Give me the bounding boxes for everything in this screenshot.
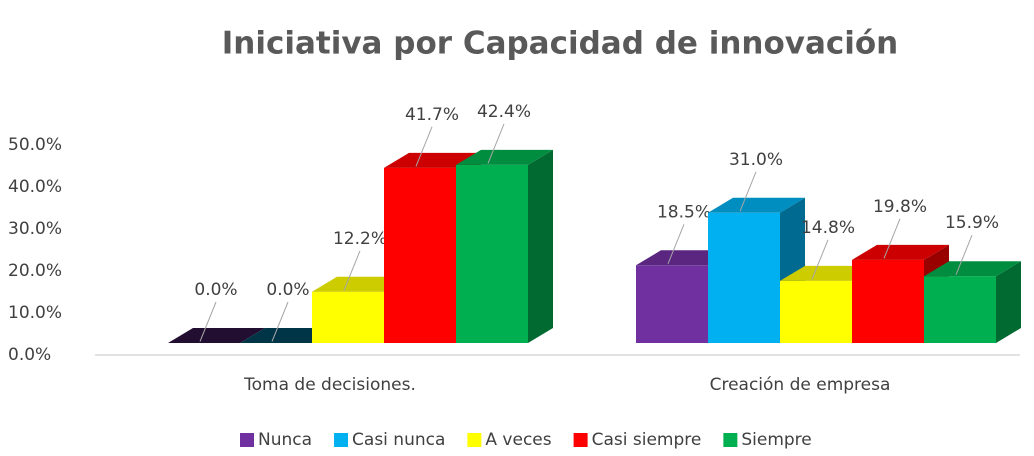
- data-label: 42.4%: [477, 102, 531, 122]
- bar-front: [780, 280, 852, 343]
- data-label: 0.0%: [194, 280, 237, 300]
- data-label: 31.0%: [729, 150, 783, 170]
- leader-line: [883, 218, 901, 259]
- legend-label: Casi nunca: [352, 430, 445, 450]
- leader-line: [199, 301, 217, 342]
- bar-top: [456, 149, 553, 165]
- legend-label: A veces: [485, 430, 551, 450]
- y-tick-label: 40.0%: [8, 177, 62, 197]
- bar-top: [384, 152, 481, 168]
- y-tick-label: 0.0%: [8, 345, 51, 365]
- bar-side: [528, 149, 553, 343]
- leader-line: [271, 301, 289, 342]
- x-tick-label: Creación de empresa: [710, 375, 891, 395]
- legend-label: Siempre: [741, 430, 811, 450]
- legend-swatch: [334, 433, 349, 447]
- bar-front: [312, 291, 384, 343]
- data-label: 19.8%: [873, 197, 927, 217]
- leader-line: [739, 171, 757, 212]
- data-label: 15.9%: [945, 213, 999, 233]
- bar-top: [852, 244, 949, 260]
- bar-top: [168, 328, 265, 343]
- bar-front: [384, 167, 456, 343]
- x-tick-label: Toma de decisiones.: [243, 375, 416, 395]
- bar-front: [636, 265, 708, 343]
- bar-front: [924, 276, 996, 343]
- y-tick-label: 30.0%: [8, 219, 62, 239]
- y-tick-label: 50.0%: [8, 135, 62, 155]
- leader-line: [955, 235, 973, 275]
- chart-title: Iniciativa por Capacidad de innovación: [222, 26, 899, 62]
- bar-front: [852, 259, 924, 343]
- data-label: 41.7%: [405, 105, 459, 125]
- bar-side: [996, 261, 1021, 343]
- data-label: 14.8%: [801, 218, 855, 238]
- data-label: 0.0%: [266, 280, 309, 300]
- bar-top: [924, 261, 1021, 277]
- legend-swatch: [467, 433, 482, 447]
- legend-label: Casi siempre: [592, 430, 702, 450]
- bar-front: [456, 164, 528, 343]
- legend-label: Nunca: [258, 430, 312, 450]
- bar-top: [708, 197, 805, 213]
- data-label: 18.5%: [657, 202, 711, 222]
- leader-line: [343, 250, 361, 291]
- legend-swatch: [723, 433, 738, 447]
- bar-front: [708, 212, 780, 343]
- leader-line: [667, 224, 685, 264]
- leader-line: [415, 126, 433, 167]
- y-tick-label: 20.0%: [8, 261, 62, 281]
- data-label: 12.2%: [333, 229, 387, 249]
- leader-line: [811, 239, 829, 280]
- legend-swatch: [240, 433, 254, 447]
- leader-line: [487, 123, 505, 164]
- y-tick-label: 10.0%: [8, 303, 62, 323]
- legend-swatch: [573, 433, 588, 447]
